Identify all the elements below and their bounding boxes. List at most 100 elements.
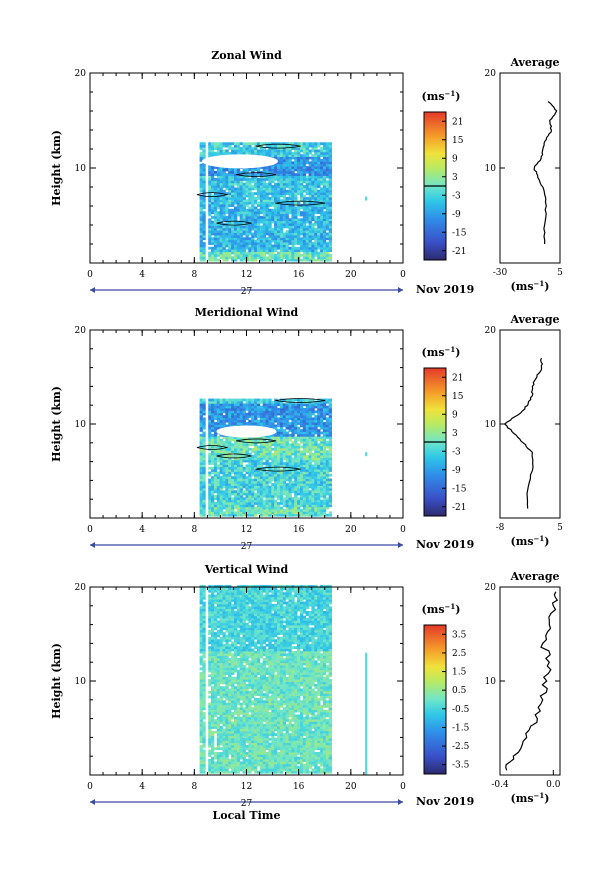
heatmap-cell — [219, 206, 223, 210]
heatmap-cell — [242, 168, 246, 172]
heatmap-cell — [325, 185, 330, 188]
heatmap-cell — [242, 457, 246, 461]
heatmap-cell — [211, 455, 215, 458]
heatmap-cell — [294, 220, 298, 224]
heatmap-cell — [300, 499, 304, 503]
heatmap-cell — [311, 180, 315, 184]
heatmap-cell — [216, 747, 221, 751]
heatmap-cell — [328, 185, 332, 188]
heatmap-cell — [277, 513, 281, 517]
heatmap-cell — [199, 457, 203, 461]
heatmap-cell — [291, 419, 295, 423]
heatmap-cell — [285, 497, 289, 501]
heatmap-cell — [322, 457, 327, 461]
heatmap-cell — [239, 448, 243, 451]
heatmap-cell — [211, 227, 215, 231]
heatmap-cell — [282, 159, 287, 162]
heatmap-cell — [236, 480, 241, 484]
heatmap-cell — [199, 646, 203, 649]
heatmap-cell — [225, 180, 229, 184]
heatmap-cell — [216, 142, 221, 146]
heatmap-cell — [219, 490, 223, 494]
heatmap-cell — [302, 173, 307, 176]
heatmap-cell — [314, 170, 318, 174]
heatmap-cell — [231, 415, 235, 418]
heatmap-cell — [305, 438, 309, 442]
heatmap-cell — [199, 690, 203, 694]
heatmap-cell — [279, 469, 284, 472]
heatmap-cell — [294, 197, 298, 200]
heatmap-cell — [294, 398, 298, 402]
heatmap-cell — [328, 163, 332, 167]
heatmap-cell — [271, 147, 275, 150]
heatmap-cell — [308, 180, 312, 184]
heatmap-cell — [317, 490, 321, 494]
heatmap-cell — [288, 509, 292, 512]
heatmap-cell — [322, 246, 327, 250]
heatmap-cell — [208, 225, 212, 229]
heatmap-cell — [322, 433, 327, 437]
heatmap-cell — [294, 511, 298, 515]
heatmap-cell — [291, 204, 295, 207]
heatmap-cell — [300, 230, 304, 233]
heatmap-cell — [213, 752, 218, 755]
heatmap-cell — [256, 485, 261, 489]
heatmap-cell — [320, 230, 324, 233]
heatmap-cell — [328, 175, 332, 179]
heatmap-cell — [291, 180, 295, 184]
heatmap-cell — [259, 173, 264, 176]
heatmap-cell — [199, 156, 203, 160]
heatmap-cell — [219, 419, 223, 423]
heatmap-cell — [274, 457, 278, 461]
heatmap-cell — [311, 208, 315, 212]
heatmap-cell — [320, 476, 324, 479]
heatmap-cell — [208, 242, 212, 245]
heatmap-cell — [294, 251, 298, 255]
heatmap-cell — [262, 408, 266, 411]
heatmap-cell — [211, 643, 215, 647]
heatmap-cell — [219, 712, 223, 715]
heatmap-cell — [300, 438, 304, 442]
heatmap-cell — [228, 492, 232, 496]
heatmap-cell — [325, 452, 330, 456]
heatmap-cell — [236, 220, 241, 224]
heatmap-cell — [265, 220, 269, 224]
heatmap-cell — [222, 197, 226, 200]
heatmap-cell — [317, 401, 321, 404]
heatmap-cell — [199, 206, 203, 210]
heatmap-cell — [274, 225, 278, 229]
heatmap-cell — [297, 201, 301, 205]
heatmap-cell — [268, 509, 272, 512]
heatmap-cell — [311, 230, 315, 233]
heatmap-cell — [265, 151, 269, 155]
heatmap-cell — [320, 415, 324, 418]
contour-line — [255, 143, 301, 149]
heatmap-cell — [317, 168, 321, 172]
heatmap-cell — [251, 422, 255, 425]
heatmap-cell — [288, 426, 292, 430]
heatmap-cell — [199, 660, 203, 664]
heatmap-cell — [245, 412, 249, 416]
heatmap-cell — [325, 440, 330, 444]
heatmap-cell — [305, 509, 309, 512]
heatmap-cell — [300, 175, 304, 179]
heatmap-cell — [320, 246, 324, 250]
heatmap-cell — [208, 452, 212, 456]
heatmap-cell — [254, 415, 258, 418]
heatmap-cell — [216, 244, 221, 248]
heatmap-cell — [202, 697, 206, 701]
heatmap-cell — [211, 189, 215, 193]
heatmap-cell — [314, 424, 318, 428]
heatmap-cell — [202, 211, 206, 214]
heatmap-cell — [242, 144, 246, 148]
heatmap-cell — [282, 445, 287, 449]
heatmap-cell — [213, 211, 218, 214]
heatmap-cell — [300, 211, 304, 214]
heatmap-cell — [294, 154, 298, 157]
heatmap-cell — [219, 401, 223, 404]
heatmap-cell — [328, 401, 332, 404]
heatmap-cell — [251, 251, 255, 255]
heatmap-cell — [219, 433, 223, 437]
heatmap-cell — [317, 455, 321, 458]
heatmap-cell — [216, 422, 221, 425]
